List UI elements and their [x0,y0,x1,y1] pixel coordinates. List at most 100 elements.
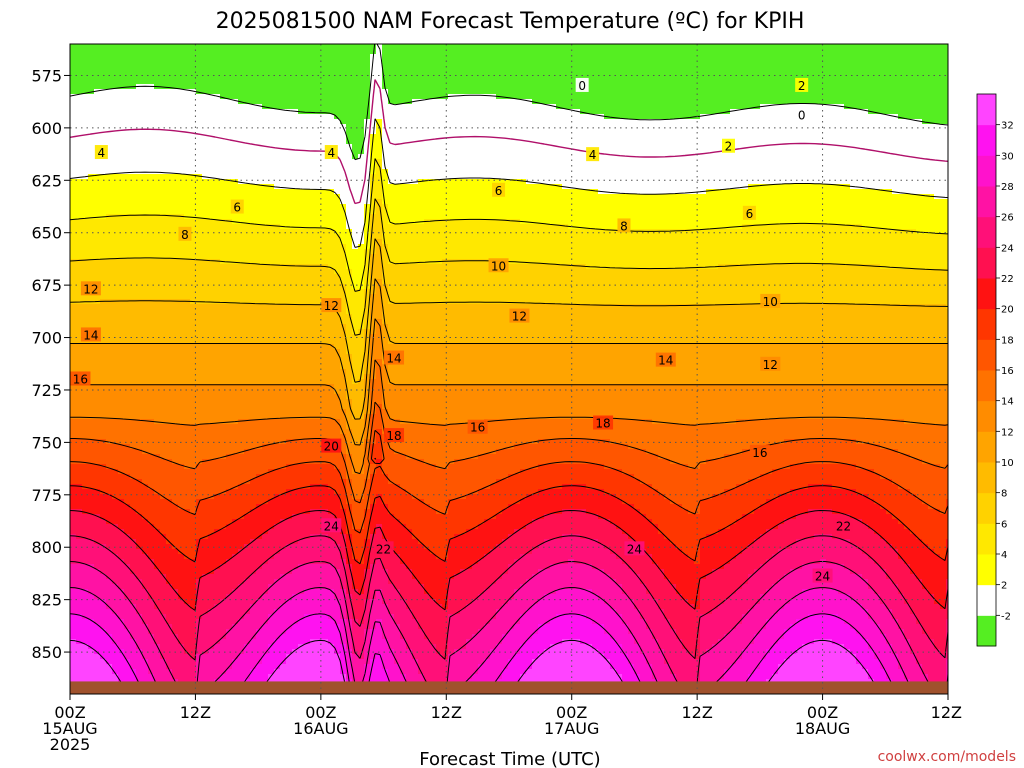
field-cell [148,234,155,240]
field-cell [88,194,95,200]
field-cell [280,99,287,105]
field-cell [166,509,173,515]
field-cell [280,124,287,130]
field-cell [94,389,101,395]
field-cell [76,49,83,55]
field-cell [70,49,77,55]
field-cell [268,249,275,255]
field-cell [94,169,101,175]
field-cell [100,634,107,640]
field-cell [124,584,131,590]
field-cell [172,389,179,395]
field-cell [238,219,245,225]
field-cell [292,634,299,640]
field-cell [232,194,239,200]
field-cell [82,99,89,105]
field-cell [166,384,173,390]
field-cell [70,449,77,455]
field-cell [178,114,185,120]
field-cell [268,49,275,55]
field-cell [88,604,95,610]
field-cell [160,134,167,140]
field-cell [292,229,299,235]
field-cell [124,399,131,405]
field-cell [112,549,119,555]
field-cell [214,609,221,615]
field-cell [130,244,137,250]
field-cell [226,524,233,530]
field-cell [154,429,161,435]
field-cell [274,514,281,520]
field-cell [274,604,281,610]
field-cell [250,364,257,370]
field-cell [100,644,107,650]
field-cell [226,494,233,500]
field-cell [202,199,209,205]
field-cell [154,179,161,185]
field-cell [70,99,77,105]
field-cell [118,254,125,260]
field-cell [214,99,221,105]
field-cell [118,274,125,280]
field-cell [148,69,155,75]
field-cell [136,79,143,85]
field-cell [256,174,263,180]
field-cell [148,534,155,540]
field-cell [136,354,143,360]
field-cell [298,244,305,250]
field-cell [112,169,119,175]
field-cell [196,409,203,415]
field-cell [262,259,269,265]
field-cell [184,294,191,300]
field-cell [100,589,107,595]
field-cell [184,654,191,660]
field-cell [256,49,263,55]
field-cell [220,429,227,435]
field-cell [70,404,77,410]
field-cell [94,134,101,140]
field-cell [118,294,125,300]
field-cell [226,79,233,85]
field-cell [106,224,113,230]
field-cell [286,84,293,90]
field-cell [250,259,257,265]
field-cell [214,389,221,395]
field-cell [280,209,287,215]
field-cell [268,69,275,75]
field-cell [70,174,77,180]
field-cell [88,274,95,280]
field-cell [286,464,293,470]
field-cell [136,614,143,620]
field-cell [124,244,131,250]
field-cell [208,249,215,255]
field-cell [208,114,215,120]
field-cell [106,144,113,150]
field-cell [292,244,299,250]
field-cell [256,324,263,330]
field-cell [172,179,179,185]
field-cell [292,49,299,55]
field-cell [160,109,167,115]
field-cell [256,124,263,130]
field-cell [214,399,221,405]
field-cell [178,394,185,400]
field-cell [112,234,119,240]
field-cell [244,224,251,230]
field-cell [154,369,161,375]
field-cell [106,139,113,145]
field-cell [148,544,155,550]
field-cell [100,69,107,75]
field-cell [214,364,221,370]
field-cell [76,439,83,445]
field-cell [286,369,293,375]
field-cell [238,329,245,335]
field-cell [226,374,233,380]
field-cell [202,549,209,555]
field-cell [196,249,203,255]
field-cell [88,449,95,455]
field-cell [112,354,119,360]
field-cell [112,79,119,85]
field-cell [280,549,287,555]
field-cell [268,89,275,95]
field-cell [238,524,245,530]
